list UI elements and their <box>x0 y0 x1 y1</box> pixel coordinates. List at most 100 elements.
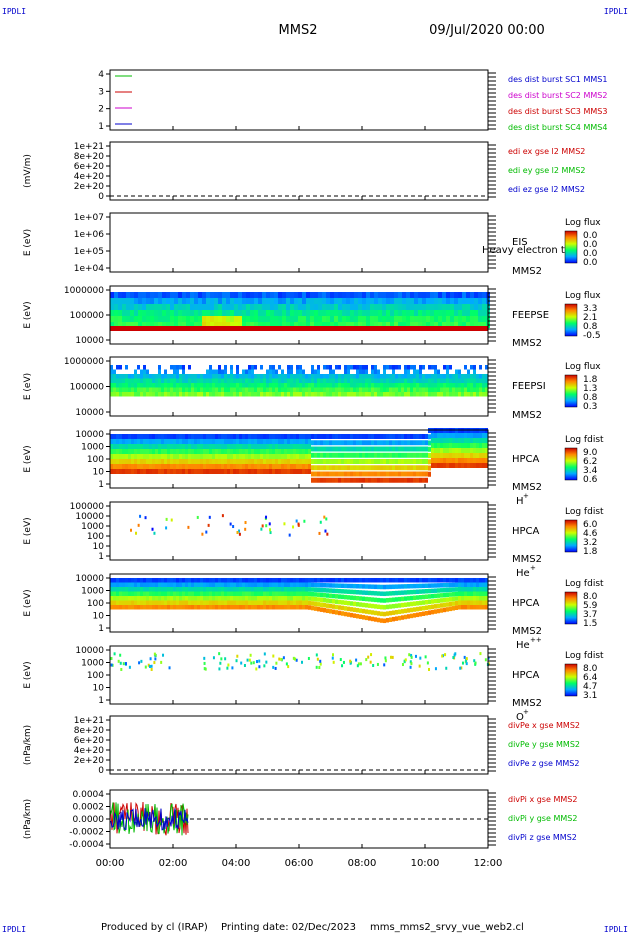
feepse-cell <box>354 292 358 298</box>
hpca-h-cell <box>317 459 320 464</box>
y-tick-label: 1 <box>98 552 104 562</box>
hpca-hepp-cell <box>209 596 212 601</box>
feepsi-cell <box>311 369 314 374</box>
legend-entry: divPi z gse MMS2 <box>508 833 577 842</box>
feepsi-cell <box>443 378 446 383</box>
feepsi-cell <box>482 392 485 397</box>
hpca-hepp-cell <box>425 578 428 583</box>
hpca-hepp-cell <box>233 587 236 592</box>
hpca-h-cell <box>215 454 218 459</box>
hpca-hepp-cell <box>131 591 134 596</box>
hpca-h-cell <box>389 465 392 471</box>
feepse-cell <box>446 316 450 322</box>
hpca-hepp-cell <box>344 583 347 589</box>
hpca-h-cell <box>419 434 422 439</box>
feepse-cell <box>178 304 182 310</box>
hpca-he-cell <box>144 516 147 520</box>
feepse-cell <box>210 298 214 304</box>
hpca-o-cell <box>274 666 277 670</box>
feepse-cell <box>254 322 258 328</box>
hpca-hepp-cell <box>170 578 173 583</box>
feepsi-cell <box>443 392 446 397</box>
hpca-h-cell <box>290 464 293 469</box>
hpca-h-cell <box>323 459 326 464</box>
feepsi-cell <box>251 383 254 388</box>
colorbar-tick-label: 4.6 <box>583 529 598 539</box>
y-tick-label: 6e+20 <box>74 162 105 172</box>
hpca-h-cell <box>416 471 419 477</box>
feepsi-cell <box>437 387 440 392</box>
hpca-hepp-cell <box>458 605 461 610</box>
hpca-h-cell <box>254 469 257 474</box>
hpca-hepp-cell <box>287 596 290 601</box>
hpca-h-cell <box>257 439 260 444</box>
feepsi-cell <box>290 369 293 374</box>
feepsi-cell <box>251 378 254 383</box>
hpca-hepp-cell <box>428 610 431 615</box>
hpca-h-cell <box>251 434 254 439</box>
hpca-hepp-cell <box>455 596 458 601</box>
feepse-cell <box>126 310 130 316</box>
hpca-h-cell <box>227 444 230 449</box>
hpca-hepp-cell <box>176 596 179 601</box>
feepse-cell <box>274 316 278 322</box>
feepse-cell <box>250 298 254 304</box>
feepsi-cell <box>287 365 290 370</box>
hpca-h-cell <box>167 434 170 439</box>
hpca-h-cell <box>485 443 488 448</box>
hpca-h-cell <box>170 454 173 459</box>
hpca-h-cell <box>167 444 170 449</box>
hpca-hepp-cell <box>380 604 383 610</box>
hpca-hepp-cell <box>149 587 152 592</box>
hpca-h-cell <box>371 440 374 446</box>
hpca-h-cell <box>158 439 161 444</box>
hpca-h-cell <box>125 434 128 439</box>
hpca-hepp-cell <box>380 611 383 617</box>
hpca-he-cell <box>165 517 168 521</box>
hpca-hepp-cell <box>281 600 284 605</box>
feepse-cell <box>198 310 202 316</box>
feepse-cell <box>438 316 442 322</box>
feepse-cell <box>250 322 254 328</box>
hpca-hepp-cell <box>356 589 359 595</box>
hpca-hepp-cell <box>446 607 449 612</box>
feepsi-cell <box>419 365 422 370</box>
feepsi-cell <box>437 392 440 397</box>
feepsi-cell <box>485 383 488 388</box>
hpca-h-cell <box>218 469 221 474</box>
hpca-o-cell <box>203 656 206 660</box>
hpca-hepp-cell <box>161 578 164 583</box>
hpca-hepp-cell <box>359 590 362 595</box>
feepsi-cell <box>299 374 302 379</box>
hpca-hepp-cell <box>227 587 230 592</box>
hpca-h-cell <box>455 453 458 458</box>
hpca-h-cell <box>413 459 416 464</box>
hpca-hepp-cell <box>323 578 326 583</box>
feepse-cell <box>318 304 322 310</box>
feepse-cell <box>186 316 190 322</box>
hpca-h-cell <box>221 459 224 464</box>
hpca-hepp-cell <box>233 600 236 605</box>
hpca-he-cell <box>244 521 247 525</box>
hpca-h-cell <box>323 446 326 452</box>
hpca-h-cell <box>449 438 452 443</box>
feepse-cell <box>110 304 114 310</box>
hpca-hepp-cell <box>236 587 239 592</box>
feepsi-cell <box>350 374 353 379</box>
hpca-h-cell <box>428 453 431 458</box>
hpca-h-cell <box>422 446 425 452</box>
hpca-o-cell <box>403 659 406 663</box>
hpca-he-cell <box>323 515 326 519</box>
colorbar-tick-label: 6.0 <box>583 520 598 530</box>
feepsi-cell <box>179 383 182 388</box>
feepsi-cell <box>446 365 449 370</box>
hpca-hepp-cell <box>182 596 185 601</box>
colorbar-title: Log flux <box>565 291 601 301</box>
hpca-hepp-cell <box>152 587 155 592</box>
y-tick-label: 100000 <box>70 502 105 512</box>
feepse-cell <box>470 292 474 298</box>
hpca-h-cell <box>209 444 212 449</box>
hpca-h-cell <box>305 464 308 469</box>
feepsi-cell <box>314 374 317 379</box>
